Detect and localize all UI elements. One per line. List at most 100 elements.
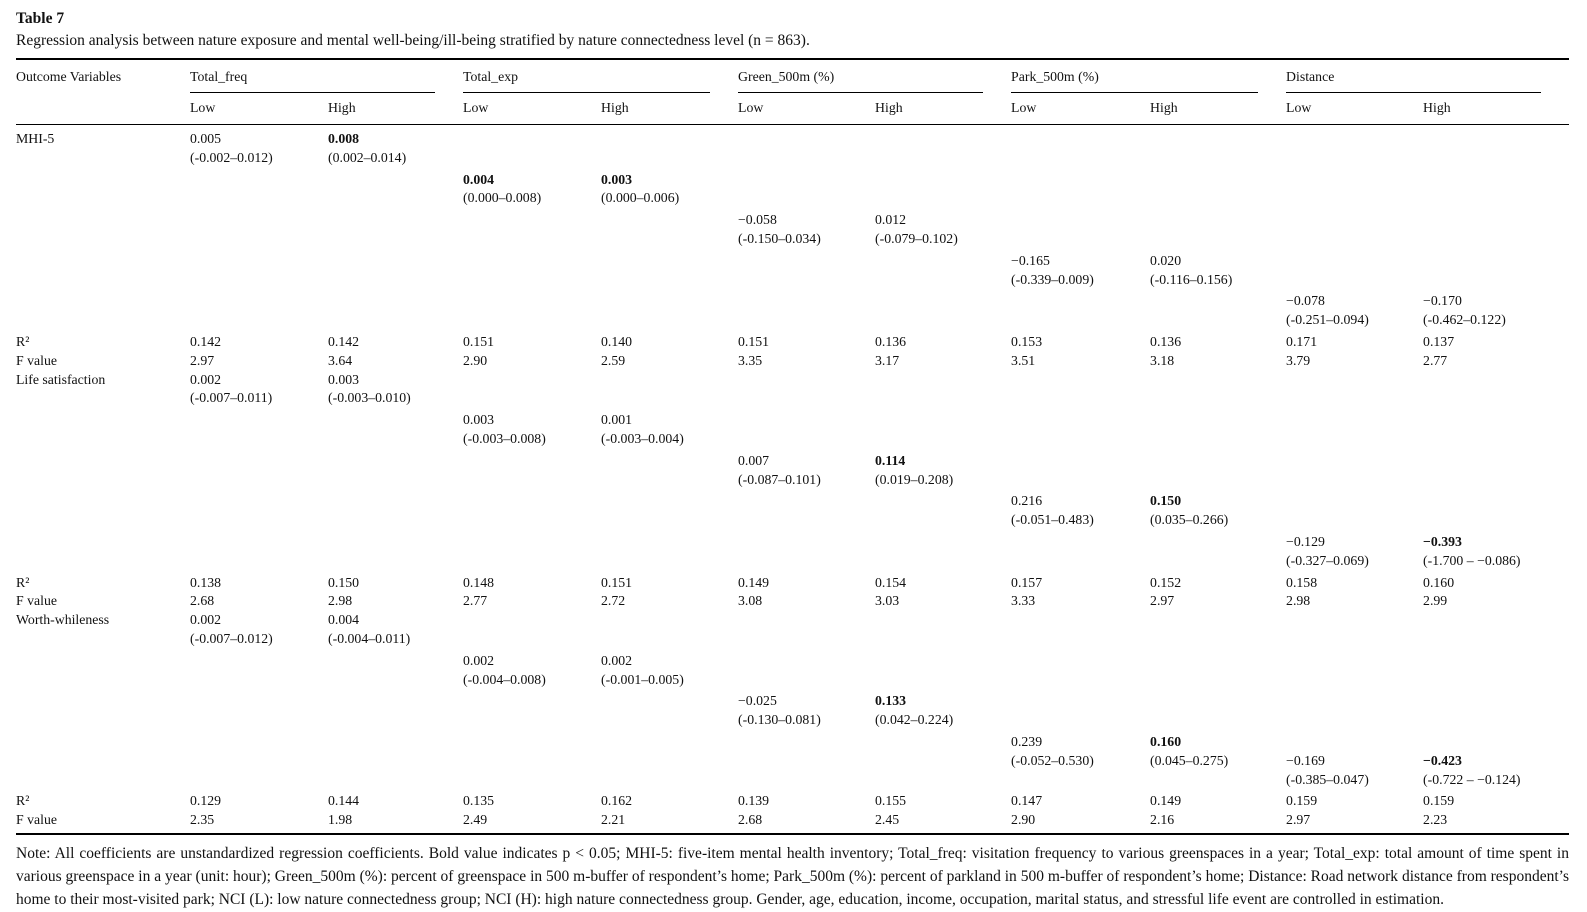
table-cell: 2.72 <box>601 593 626 609</box>
table-cell: 0.162 <box>601 793 633 809</box>
table-cell: (-0.327–0.069) <box>1286 552 1369 568</box>
row-label <box>16 671 190 690</box>
table-cell <box>190 671 328 690</box>
table-row: (0.000–0.008) (0.000–0.006) <box>16 189 1569 208</box>
table-cell <box>463 311 601 330</box>
table-cell: 0.147 <box>1011 793 1043 809</box>
table-cell <box>601 530 738 552</box>
table-cell <box>1423 149 1569 168</box>
table-cell <box>1011 408 1150 430</box>
table-row: F value 2.68 2.98 2.77 2.72 3.08 3.03 3.33 2.97 2… <box>16 592 1569 611</box>
table-cell <box>1150 125 1286 149</box>
table-cell <box>601 711 738 730</box>
table-cell: 0.239 <box>1011 733 1043 749</box>
group-header-label: Park_500m (%) <box>1011 69 1259 93</box>
row-label <box>16 149 190 168</box>
table-cell: 0.020 <box>1150 252 1182 268</box>
table-cell: (-0.462–0.122) <box>1423 312 1506 328</box>
table-cell <box>190 552 328 571</box>
table-cell: (-0.130–0.081) <box>738 712 821 728</box>
table-cell <box>463 125 601 149</box>
row-label <box>16 449 190 471</box>
table-cell <box>463 552 601 571</box>
table-cell <box>1011 530 1150 552</box>
table-cell: (-0.150–0.034) <box>738 230 821 246</box>
row-label: R² <box>16 333 30 349</box>
table-cell: 2.99 <box>1423 593 1448 609</box>
table-cell <box>1150 530 1286 552</box>
table-row: (-0.007–0.011) (-0.003–0.010) <box>16 389 1569 408</box>
table-cell: 0.135 <box>463 793 495 809</box>
table-cell: 0.004 <box>463 171 495 187</box>
table-row: (-0.251–0.094) (-0.462–0.122) <box>16 311 1569 330</box>
table-cell <box>875 730 1011 752</box>
table-cell: (-0.385–0.047) <box>1286 771 1369 787</box>
row-label <box>16 230 190 249</box>
table-cell <box>463 249 601 271</box>
table-cell <box>190 449 328 471</box>
table-cell <box>463 371 601 390</box>
table-cell <box>328 511 463 530</box>
table-cell <box>1286 149 1423 168</box>
table-cell <box>1011 711 1150 730</box>
row-label <box>16 630 190 649</box>
table-cell <box>1423 230 1569 249</box>
table-cell: 0.160 <box>1423 574 1455 590</box>
table-cell <box>328 249 463 271</box>
table-cell <box>463 771 601 790</box>
subheader-low-8: Low <box>1286 93 1424 125</box>
table-cell <box>1286 389 1423 408</box>
table-cell: 2.77 <box>1423 352 1448 368</box>
table-cell <box>1286 430 1423 449</box>
table-cell: (-0.003–0.004) <box>601 430 684 446</box>
table-cell <box>875 611 1011 630</box>
table-cell <box>1150 208 1286 230</box>
table-cell <box>1423 671 1569 690</box>
table-cell <box>1286 649 1423 671</box>
table-cell <box>1150 168 1286 190</box>
table-cell: 2.59 <box>601 352 626 368</box>
table-cell <box>601 230 738 249</box>
table-cell <box>328 449 463 471</box>
table-cell <box>190 730 328 752</box>
table-cell <box>1150 711 1286 730</box>
table-cell: (-0.079–0.102) <box>875 230 958 246</box>
table-cell: (-0.003–0.008) <box>463 430 546 446</box>
table-cell: 0.142 <box>328 333 360 349</box>
row-label <box>16 289 190 311</box>
table-cell <box>738 671 875 690</box>
table-cell <box>328 189 463 208</box>
table-cell <box>190 289 328 311</box>
table-row: F value 2.97 3.64 2.90 2.59 3.35 3.17 3.51 3.18 3… <box>16 352 1569 371</box>
table-row: (-0.385–0.047) (-0.722 – −0.124) <box>16 771 1569 790</box>
table-cell: 2.49 <box>463 811 602 835</box>
subheader-low-6: Low <box>1011 93 1151 125</box>
table-cell <box>1150 230 1286 249</box>
table-cell: (0.019–0.208) <box>875 471 954 487</box>
subheader-high-1: High <box>328 93 464 125</box>
table-cell <box>1011 449 1150 471</box>
table-cell <box>601 489 738 511</box>
table-cell: 2.97 <box>190 352 215 368</box>
table-cell <box>601 471 738 490</box>
table-cell <box>601 730 738 752</box>
table-number: Table 7 <box>16 10 65 27</box>
table-cell <box>1011 230 1150 249</box>
table-cell <box>1150 552 1286 571</box>
table-row: 0.004 0.003 <box>16 168 1569 190</box>
subheader-high-3: High <box>601 93 739 125</box>
group-header-distance: Distance <box>1286 58 1570 93</box>
table-cell <box>738 771 875 790</box>
table-cell <box>738 511 875 530</box>
table-cell: 0.139 <box>738 793 770 809</box>
table-cell <box>875 189 1011 208</box>
table-cell <box>190 511 328 530</box>
table-cell <box>328 489 463 511</box>
table-cell <box>601 689 738 711</box>
table-cell: 2.23 <box>1423 811 1570 835</box>
table-cell: 0.002 <box>190 371 222 387</box>
table-cell <box>463 230 601 249</box>
table-cell <box>1011 471 1150 490</box>
table-cell <box>1286 249 1423 271</box>
table-cell <box>190 271 328 290</box>
